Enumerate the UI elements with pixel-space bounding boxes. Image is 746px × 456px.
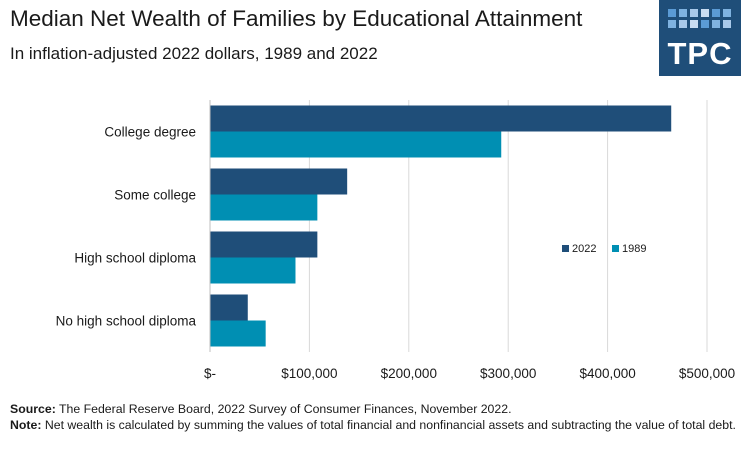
logo-dot	[690, 9, 698, 17]
logo-dot	[701, 9, 709, 17]
logo-dot	[668, 9, 676, 17]
chart-subtitle: In inflation-adjusted 2022 dollars, 1989…	[10, 44, 378, 63]
category-label: No high school diploma	[56, 314, 197, 329]
logo-dot	[690, 20, 698, 28]
note-line: Note: Net wealth is calculated by summin…	[10, 418, 738, 434]
category-label: College degree	[104, 125, 196, 140]
legend-label-2022: 2022	[572, 243, 596, 255]
source-line: Source: The Federal Reserve Board, 2022 …	[10, 402, 738, 418]
bar-1989	[210, 131, 502, 158]
logo-dot	[712, 9, 720, 17]
chart-title: Median Net Wealth of Families by Educati…	[10, 6, 583, 31]
tpc-logo: TPC	[659, 0, 741, 76]
legend-swatch-2022	[562, 245, 569, 252]
x-tick-label: $400,000	[579, 366, 635, 381]
category-label: Some college	[114, 188, 196, 203]
legend-label-1989: 1989	[622, 243, 646, 255]
footnote: Source: The Federal Reserve Board, 2022 …	[10, 402, 738, 433]
x-tick-label: $200,000	[381, 366, 437, 381]
bar-2022	[210, 168, 348, 195]
note-text: Net wealth is calculated by summing the …	[44, 417, 736, 432]
logo-dot	[679, 20, 687, 28]
note-label: Note:	[10, 417, 42, 432]
x-tick-label: $300,000	[480, 366, 536, 381]
bar-2022	[210, 105, 672, 132]
bar-chart: College degree Some college High school di…	[56, 100, 735, 381]
logo-dot-grid	[668, 9, 731, 28]
category-label: High school diploma	[74, 251, 196, 266]
source-text: The Federal Reserve Board, 2022 Survey o…	[59, 402, 512, 416]
bar-1989	[210, 320, 266, 347]
bar-2022	[210, 231, 318, 258]
legend-swatch-1989	[612, 245, 619, 252]
bar-1989	[210, 257, 296, 284]
logo-dot	[712, 20, 720, 28]
logo-dot	[668, 20, 676, 28]
x-tick-label: $-	[204, 366, 216, 381]
logo-dot	[701, 20, 709, 28]
source-label: Source:	[10, 402, 56, 416]
logo-dot	[723, 20, 731, 28]
bar-2022	[210, 294, 248, 321]
logo-dot	[723, 9, 731, 17]
bar-1989	[210, 194, 318, 221]
x-tick-label: $100,000	[281, 366, 337, 381]
x-tick-label: $500,000	[679, 366, 735, 381]
logo-dot	[679, 9, 687, 17]
logo-text: TPC	[667, 36, 733, 71]
